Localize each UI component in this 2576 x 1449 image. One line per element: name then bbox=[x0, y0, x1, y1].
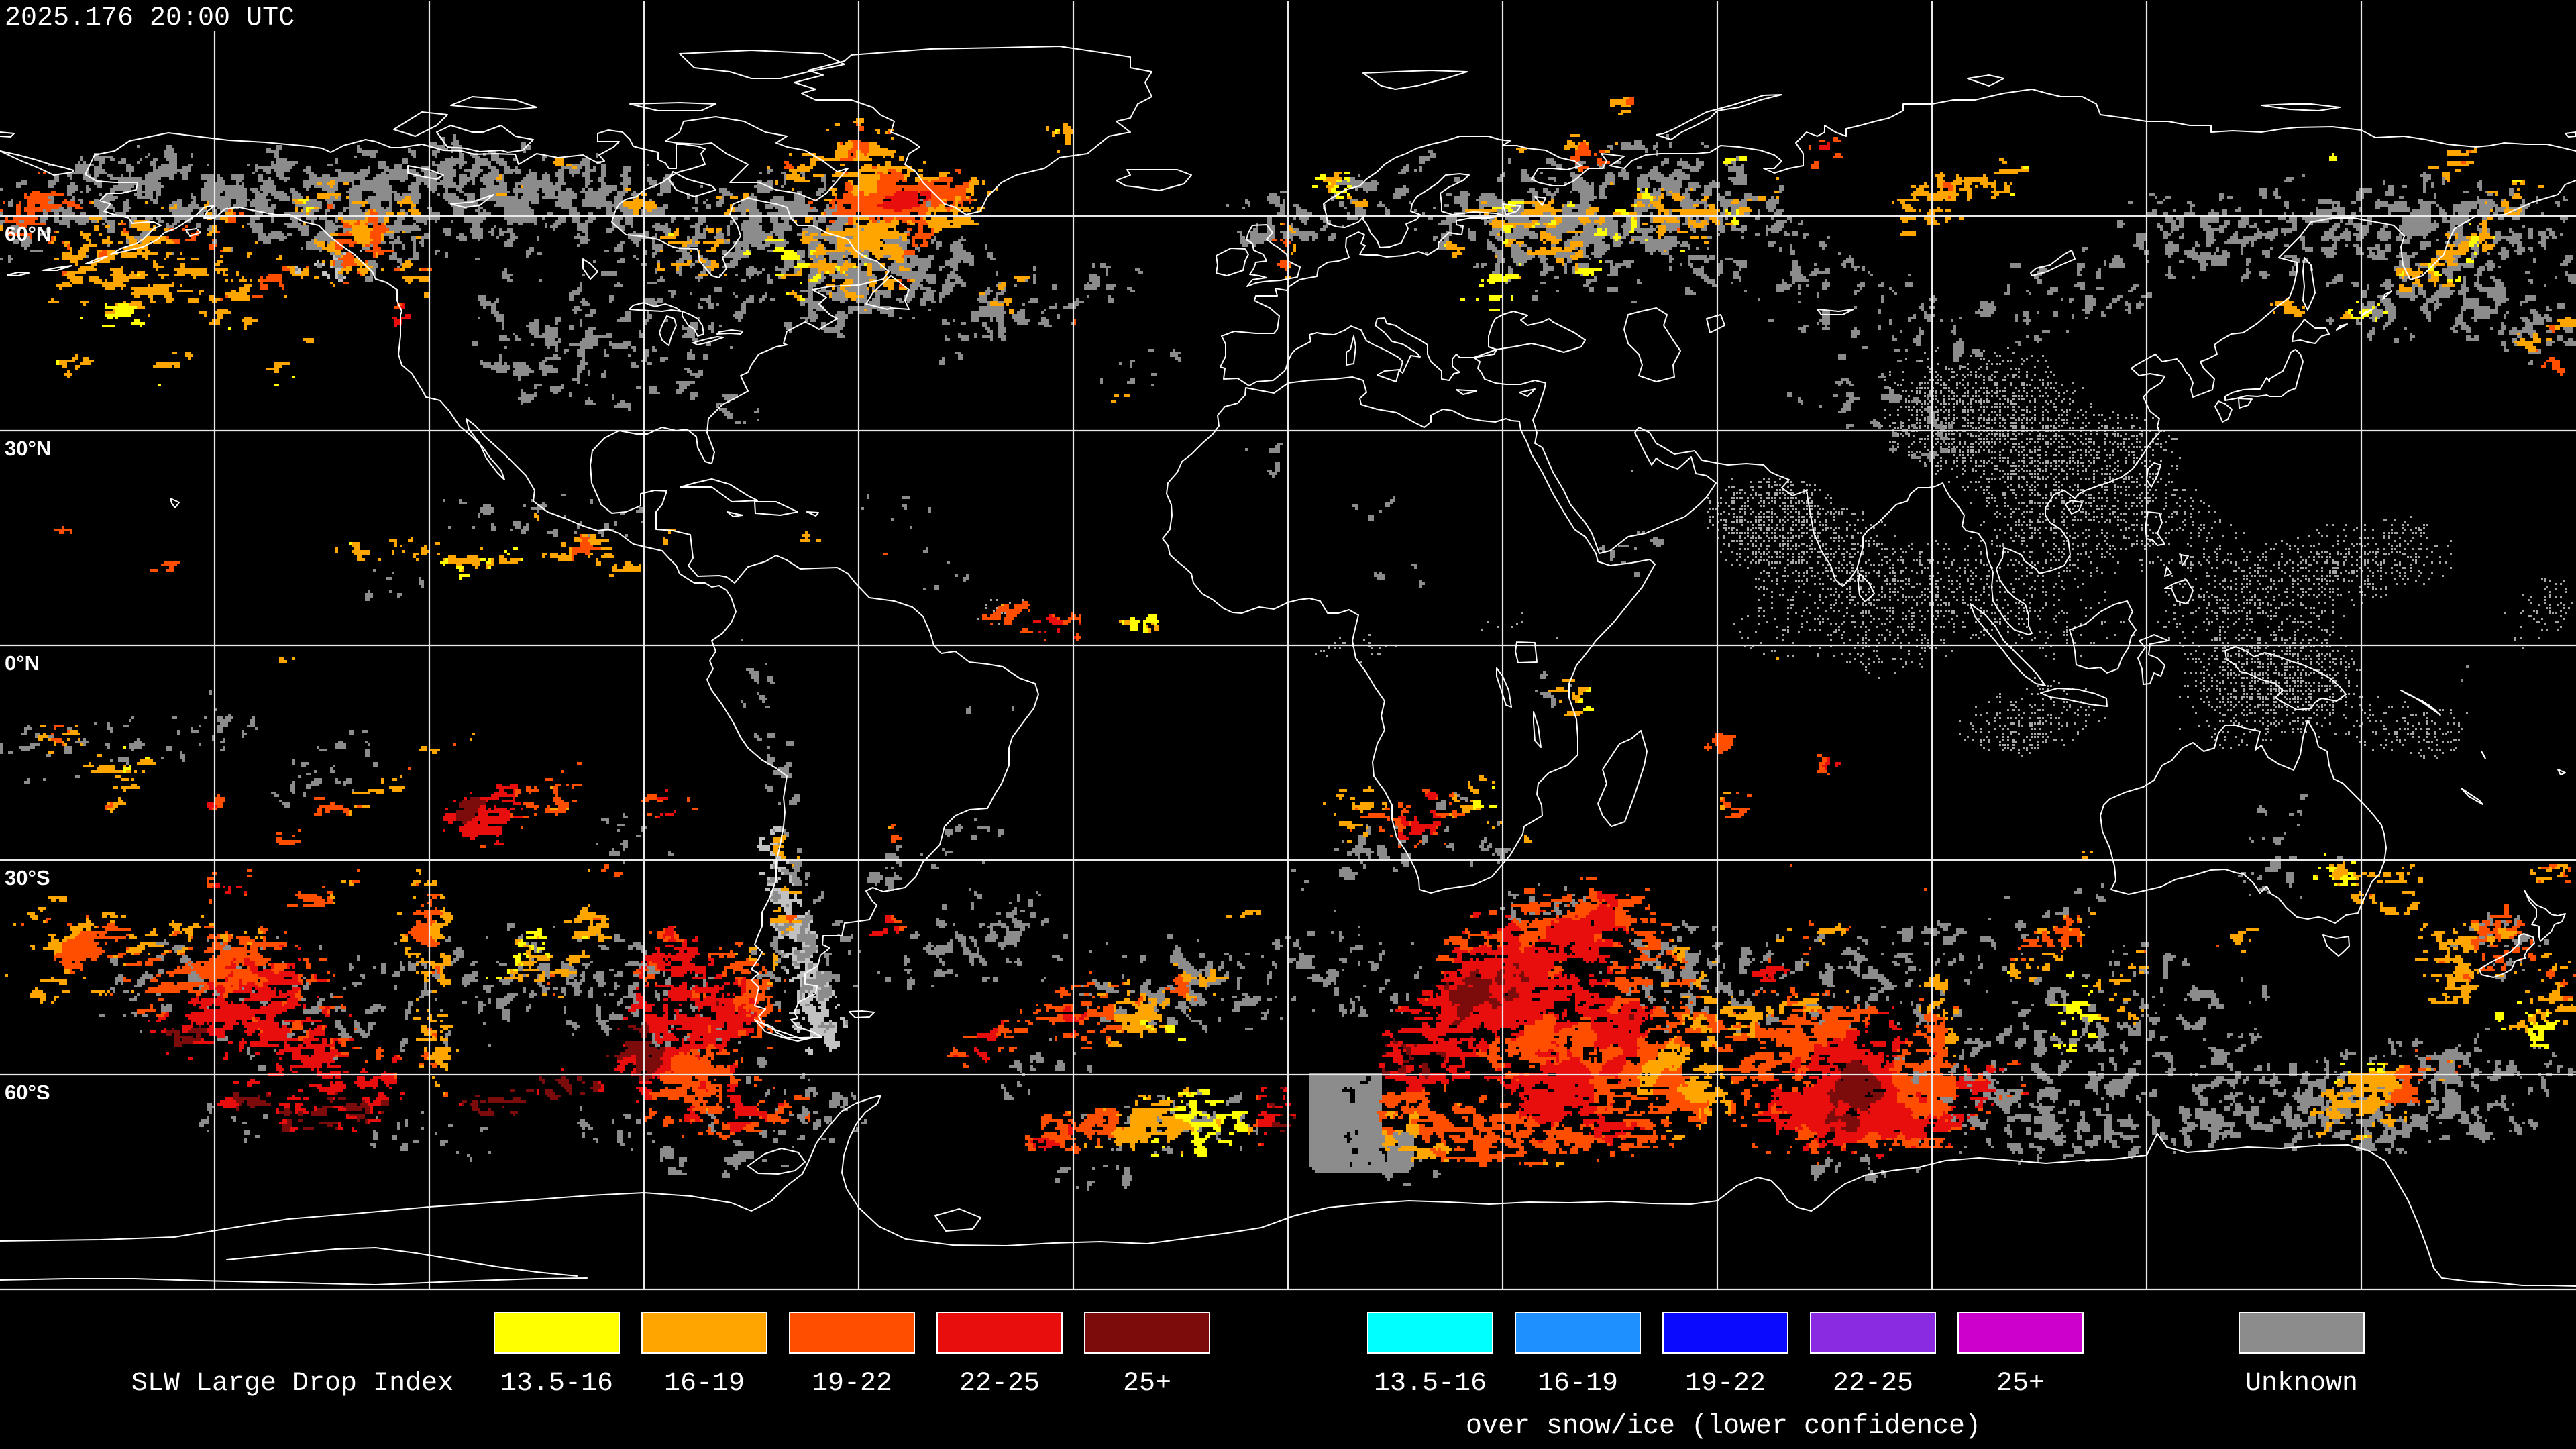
svg-text:16-19: 16-19 bbox=[1538, 1368, 1618, 1399]
svg-text:13.5-16: 13.5-16 bbox=[500, 1368, 613, 1399]
svg-text:Unknown: Unknown bbox=[2245, 1368, 2358, 1399]
svg-text:22-25: 22-25 bbox=[959, 1368, 1040, 1399]
svg-text:19-22: 19-22 bbox=[1685, 1368, 1766, 1399]
svg-text:0°N: 0°N bbox=[5, 651, 40, 675]
svg-text:25+: 25+ bbox=[1123, 1368, 1171, 1399]
svg-text:16-19: 16-19 bbox=[664, 1368, 745, 1399]
svg-text:60°N: 60°N bbox=[5, 222, 51, 246]
svg-text:SLW Large Drop Index: SLW Large Drop Index bbox=[131, 1368, 453, 1399]
svg-text:19-22: 19-22 bbox=[812, 1368, 892, 1399]
svg-text:13.5-16: 13.5-16 bbox=[1374, 1368, 1487, 1399]
svg-text:30°S: 30°S bbox=[5, 866, 50, 890]
svg-text:22-25: 22-25 bbox=[1833, 1368, 1913, 1399]
svg-text:2025.176 20:00 UTC: 2025.176 20:00 UTC bbox=[5, 3, 294, 34]
svg-text:over snow/ice (lower confidenc: over snow/ice (lower confidence) bbox=[1466, 1411, 1981, 1442]
svg-text:25+: 25+ bbox=[1996, 1368, 2045, 1399]
svg-text:30°N: 30°N bbox=[5, 437, 51, 460]
svg-text:60°S: 60°S bbox=[5, 1081, 50, 1104]
